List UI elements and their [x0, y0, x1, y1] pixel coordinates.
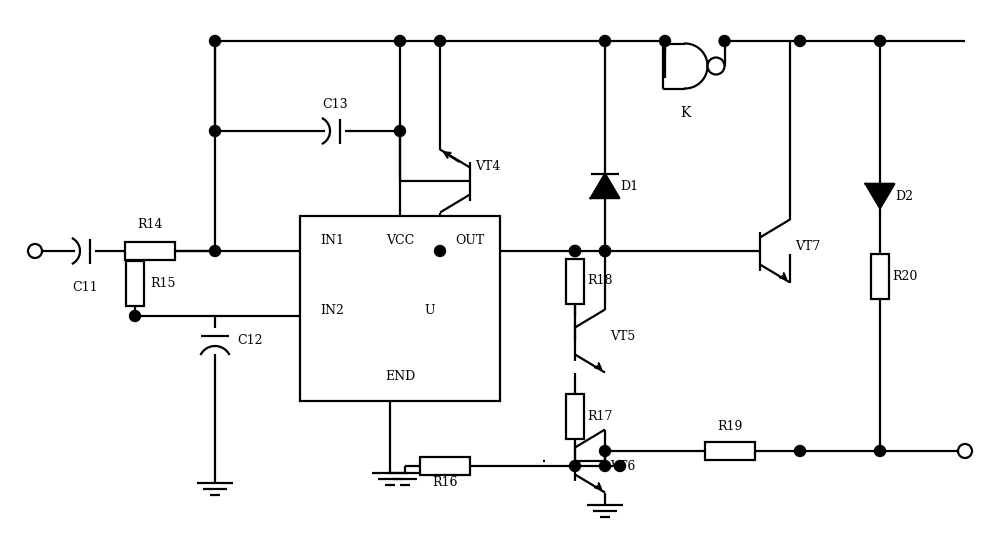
- Bar: [566, 258, 584, 304]
- Circle shape: [600, 246, 610, 257]
- Circle shape: [570, 246, 580, 257]
- Text: R19: R19: [717, 420, 743, 433]
- Circle shape: [958, 444, 972, 458]
- Text: C12: C12: [237, 335, 262, 347]
- Circle shape: [600, 35, 610, 46]
- Text: OUT: OUT: [456, 234, 485, 247]
- Circle shape: [874, 35, 886, 46]
- Circle shape: [394, 35, 406, 46]
- Bar: [871, 253, 889, 299]
- Circle shape: [794, 446, 806, 456]
- Bar: [566, 394, 584, 438]
- Text: R18: R18: [587, 275, 612, 288]
- Circle shape: [794, 35, 806, 46]
- Circle shape: [708, 57, 724, 74]
- Circle shape: [614, 460, 626, 472]
- Text: K: K: [680, 106, 690, 120]
- Text: U: U: [425, 305, 435, 318]
- Text: VT4: VT4: [475, 159, 500, 173]
- Text: R20: R20: [892, 270, 917, 282]
- Text: VCC: VCC: [386, 234, 414, 247]
- Circle shape: [394, 126, 406, 136]
- Circle shape: [210, 126, 220, 136]
- Bar: [125, 242, 175, 260]
- Circle shape: [600, 446, 610, 456]
- Circle shape: [719, 35, 730, 46]
- Circle shape: [570, 246, 580, 257]
- Circle shape: [874, 446, 886, 456]
- Text: D2: D2: [895, 189, 913, 203]
- Text: R17: R17: [587, 410, 612, 423]
- Circle shape: [660, 35, 670, 46]
- Bar: [126, 261, 144, 306]
- Circle shape: [600, 246, 610, 257]
- Text: R15: R15: [150, 277, 175, 290]
- Bar: [420, 457, 470, 475]
- Text: END: END: [385, 370, 415, 383]
- Polygon shape: [591, 174, 619, 198]
- Text: D1: D1: [620, 180, 638, 193]
- Text: IN1: IN1: [320, 234, 344, 247]
- Circle shape: [434, 35, 446, 46]
- Circle shape: [28, 244, 42, 258]
- Text: C13: C13: [322, 98, 348, 111]
- Circle shape: [600, 460, 610, 472]
- Text: VT6: VT6: [610, 460, 635, 472]
- Circle shape: [434, 246, 446, 257]
- Circle shape: [210, 35, 220, 46]
- Polygon shape: [866, 184, 894, 208]
- Text: VT5: VT5: [610, 329, 635, 342]
- Circle shape: [210, 246, 220, 257]
- Text: R14: R14: [137, 218, 163, 231]
- Circle shape: [130, 311, 140, 322]
- Text: VT7: VT7: [795, 240, 820, 252]
- Circle shape: [570, 460, 580, 472]
- Text: R16: R16: [432, 476, 458, 489]
- Bar: [300, 216, 500, 401]
- Text: IN2: IN2: [320, 305, 344, 318]
- Text: C11: C11: [72, 281, 98, 294]
- Bar: [705, 442, 755, 460]
